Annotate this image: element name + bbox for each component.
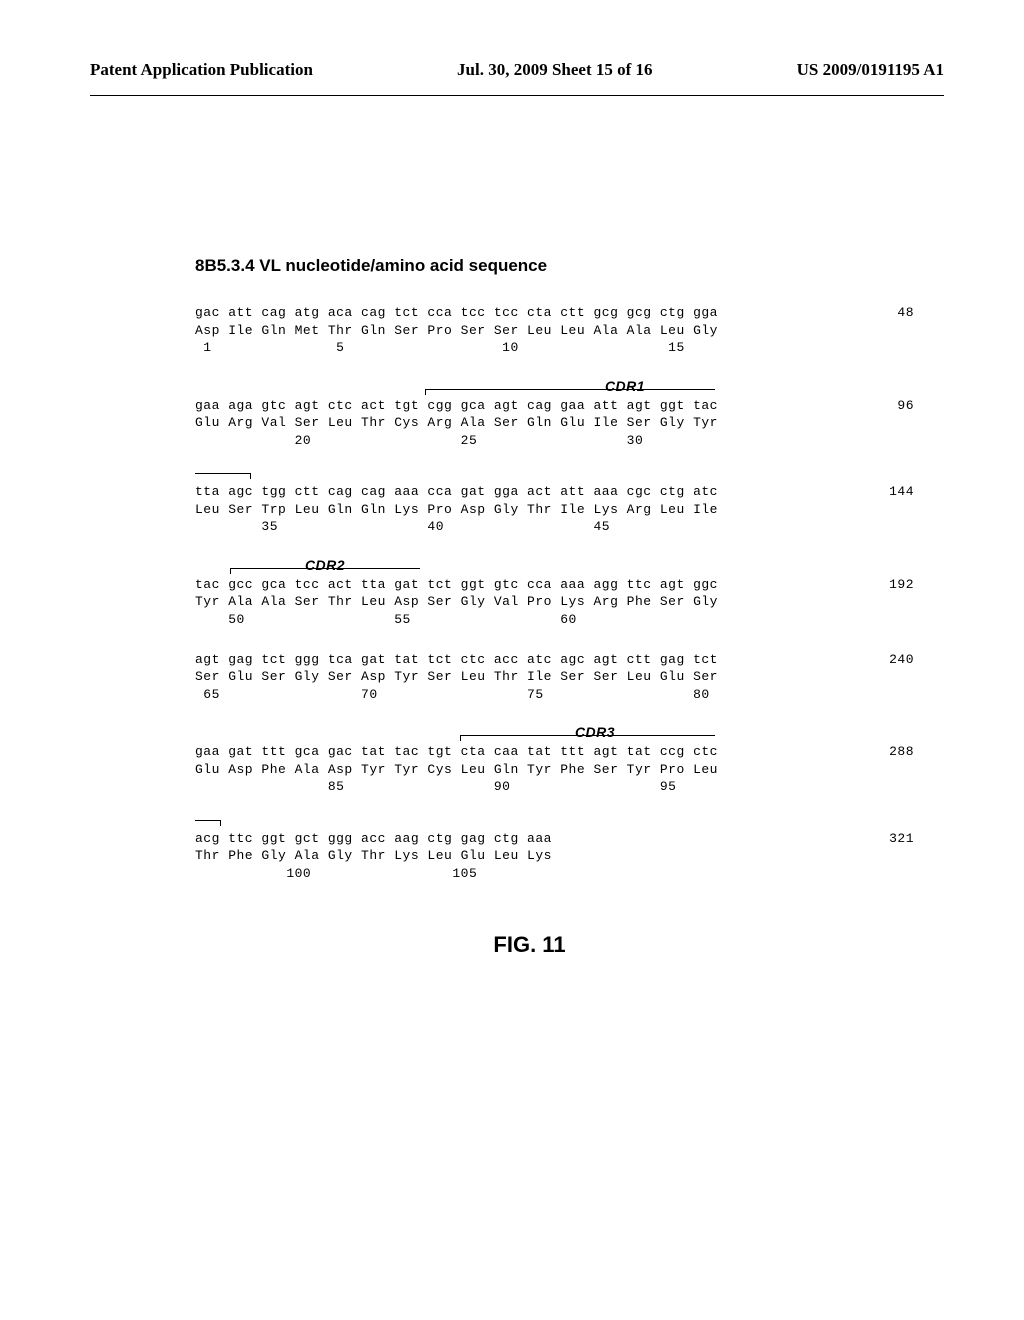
header-center: Jul. 30, 2009 Sheet 15 of 16 [457, 60, 653, 80]
amino-acid-line: Leu Ser Trp Leu Gln Gln Lys Pro Asp Gly … [195, 501, 864, 519]
sequence-position-number: 192 [889, 576, 914, 594]
nucleotide-line: gac att cag atg aca cag tct cca tcc tcc … [195, 304, 864, 322]
position-line: 35 40 45 [195, 518, 864, 536]
sequence-group: CDR3 gaa gat ttt gca gac tat tac tgt cta… [195, 725, 864, 796]
sequence-group: agt gag tct ggg tca gat tat tct ctc acc … [195, 651, 864, 704]
position-line: 85 90 95 [195, 778, 864, 796]
nucleotide-line: gaa aga gtc agt ctc act tgt cgg gca agt … [195, 397, 864, 415]
sequence-title: 8B5.3.4 VL nucleotide/amino acid sequenc… [195, 256, 864, 276]
position-line: 1 5 10 15 [195, 339, 864, 357]
cdr-label-row: CDR2 [195, 558, 864, 576]
figure-label: FIG. 11 [195, 932, 864, 958]
nucleotide-line: agt gag tct ggg tca gat tat tct ctc acc … [195, 651, 864, 669]
amino-acid-line: Glu Arg Val Ser Leu Thr Cys Arg Ala Ser … [195, 414, 864, 432]
sequence-position-number: 321 [889, 830, 914, 848]
position-line: 20 25 30 [195, 432, 864, 450]
page-header: Patent Application Publication Jul. 30, … [0, 0, 1024, 90]
header-left: Patent Application Publication [90, 60, 313, 80]
cdr-label-row: CDR3 [195, 725, 864, 743]
main-content: 8B5.3.4 VL nucleotide/amino acid sequenc… [0, 96, 1024, 958]
position-line: 50 55 60 [195, 611, 864, 629]
position-line: 100 105 [195, 865, 864, 883]
sequence-position-number: 240 [889, 651, 914, 669]
sequence-group: acg ttc ggt gct ggg acc aag ctg gag ctg … [195, 818, 864, 883]
sequence-group: gac att cag atg aca cag tct cca tcc tcc … [195, 304, 864, 357]
amino-acid-line: Glu Asp Phe Ala Asp Tyr Tyr Cys Leu Gln … [195, 761, 864, 779]
amino-acid-line: Ser Glu Ser Gly Ser Asp Tyr Ser Leu Thr … [195, 668, 864, 686]
sequence-position-number: 144 [889, 483, 914, 501]
cdr-end-bracket [195, 818, 864, 830]
amino-acid-line: Tyr Ala Ala Ser Thr Leu Asp Ser Gly Val … [195, 593, 864, 611]
sequence-group: CDR2 tac gcc gca tcc act tta gat tct ggt… [195, 558, 864, 629]
header-right: US 2009/0191195 A1 [797, 60, 944, 80]
cdr-end-bracket [195, 471, 864, 483]
sequence-position-number: 288 [889, 743, 914, 761]
nucleotide-line: acg ttc ggt gct ggg acc aag ctg gag ctg … [195, 830, 864, 848]
amino-acid-line: Thr Phe Gly Ala Gly Thr Lys Leu Glu Leu … [195, 847, 864, 865]
cdr-label-row: CDR1 [195, 379, 864, 397]
sequence-block: gac att cag atg aca cag tct cca tcc tcc … [195, 304, 864, 882]
amino-acid-line: Asp Ile Gln Met Thr Gln Ser Pro Ser Ser … [195, 322, 864, 340]
sequence-group: tta agc tgg ctt cag cag aaa cca gat gga … [195, 471, 864, 536]
nucleotide-line: tta agc tgg ctt cag cag aaa cca gat gga … [195, 483, 864, 501]
position-line: 65 70 75 80 [195, 686, 864, 704]
sequence-position-number: 96 [897, 397, 914, 415]
sequence-position-number: 48 [897, 304, 914, 322]
nucleotide-line: tac gcc gca tcc act tta gat tct ggt gtc … [195, 576, 864, 594]
sequence-group: CDR1 gaa aga gtc agt ctc act tgt cgg gca… [195, 379, 864, 450]
nucleotide-line: gaa gat ttt gca gac tat tac tgt cta caa … [195, 743, 864, 761]
